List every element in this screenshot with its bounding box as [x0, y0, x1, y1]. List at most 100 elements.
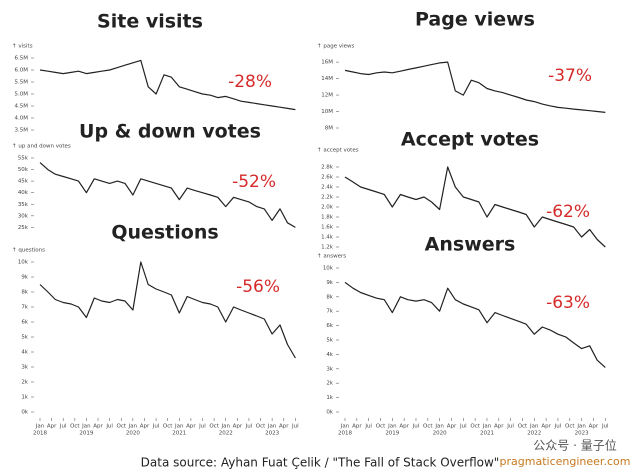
x-tick-label: Jan — [174, 424, 184, 430]
x-tick-label: Oct — [116, 424, 126, 430]
x-tick-label: Jul — [152, 424, 160, 430]
chart-title: Site visits — [97, 11, 203, 33]
x-year-label: 2022 — [219, 431, 233, 437]
x-tick-label: Jul — [291, 424, 299, 430]
y-tick-label: 10k — [323, 266, 334, 272]
x-tick-label: Jul — [412, 424, 420, 430]
x-tick-label: Apr — [494, 424, 504, 430]
y-tick-label: 2.6k — [321, 175, 334, 181]
y-tick-label: 2.8k — [321, 165, 334, 171]
x-tick-label: Jul — [506, 424, 514, 430]
x-tick-label: Jul — [59, 424, 67, 430]
x-tick-label: Jan — [267, 424, 277, 430]
x-tick-label: Oct — [565, 424, 575, 430]
y-tick-label: 40k — [18, 190, 29, 196]
y-tick-label: 5k — [21, 335, 28, 341]
x-year-label: 2021 — [172, 431, 186, 437]
x-tick-label: Apr — [447, 424, 457, 430]
annotation: -37% — [548, 66, 592, 86]
x-tick-label: Apr — [399, 424, 409, 430]
y-tick-label: 5k — [326, 338, 333, 344]
y-tick-label: 8k — [21, 290, 28, 296]
y-tick-label: 9k — [326, 280, 333, 286]
x-tick-label: Oct — [423, 424, 433, 430]
y-tick-label: 5.5M — [15, 80, 29, 86]
y-axis-label: ↑ accept votes — [317, 147, 359, 154]
x-tick-label: Jan — [340, 424, 350, 430]
x-tick-label: Jul — [198, 424, 206, 430]
y-tick-label: 2.2k — [321, 195, 334, 201]
x-tick-label: Jan — [482, 424, 492, 430]
y-tick-label: 7k — [326, 309, 333, 315]
x-tick-label: Jan — [81, 424, 91, 430]
y-tick-label: 2.0k — [321, 205, 334, 211]
x-year-label: 2021 — [480, 431, 494, 437]
annotation: -56% — [236, 277, 280, 297]
y-tick-label: 1.2k — [321, 245, 334, 251]
y-tick-label: 9k — [21, 275, 28, 281]
y-tick-label: 1k — [21, 395, 28, 401]
y-axis-label: ↑ visits — [12, 43, 33, 50]
y-axis-label: ↑ up and down votes — [12, 143, 71, 150]
y-tick-label: 55k — [18, 156, 29, 162]
y-tick-label: 7k — [21, 305, 28, 311]
x-tick-label: Apr — [541, 424, 551, 430]
x-tick-label: Jul — [105, 424, 113, 430]
y-axis-label: ↑ questions — [12, 247, 45, 254]
chart-title: Page views — [415, 9, 535, 31]
y-tick-label: 8M — [325, 126, 333, 132]
chart-title: Up & down votes — [79, 121, 261, 143]
y-tick-label: 8k — [326, 294, 333, 300]
x-year-label: 2020 — [433, 431, 447, 437]
line — [344, 166, 606, 248]
x-year-label: 2023 — [575, 431, 589, 437]
x-tick-label: Jan — [576, 424, 586, 430]
x-tick-label: Oct — [470, 424, 480, 430]
x-tick-label: Apr — [186, 424, 196, 430]
y-tick-label: 10k — [18, 260, 29, 266]
y-axis-label: ↑ page views — [317, 43, 355, 50]
x-tick-label: Jul — [554, 424, 562, 430]
y-tick-label: 6k — [21, 320, 28, 326]
x-tick-label: Apr — [589, 424, 599, 430]
y-tick-label: 4.5M — [15, 104, 29, 110]
x-year-label: 2019 — [79, 431, 93, 437]
x-tick-label: Jul — [245, 424, 253, 430]
watermark-account: 公众号 · 量子位 — [533, 438, 616, 453]
x-tick-label: Oct — [518, 424, 528, 430]
y-tick-label: 6k — [326, 323, 333, 329]
x-year-label: 2018 — [338, 431, 352, 437]
y-tick-label: 12M — [321, 93, 333, 99]
watermark-site: pragmaticengineer.com — [500, 455, 631, 468]
y-tick-label: 1.6k — [321, 225, 334, 231]
y-tick-label: 0k — [326, 410, 333, 416]
annotation: -28% — [228, 72, 272, 92]
y-tick-label: 2.4k — [321, 185, 334, 191]
y-tick-label: 5.0M — [15, 92, 29, 98]
x-tick-label: Jan — [128, 424, 138, 430]
y-tick-label: 3k — [21, 365, 28, 371]
annotation: -62% — [546, 202, 590, 222]
y-tick-label: 30k — [18, 213, 29, 219]
y-tick-label: 6.0M — [15, 68, 29, 74]
x-tick-label: Oct — [163, 424, 173, 430]
y-tick-label: 1.8k — [321, 215, 334, 221]
x-tick-label: Apr — [352, 424, 362, 430]
y-tick-label: 4.0M — [15, 116, 29, 122]
x-tick-label: Jan — [434, 424, 444, 430]
y-tick-label: 2k — [326, 381, 333, 387]
line — [39, 59, 296, 111]
x-tick-label: Apr — [93, 424, 103, 430]
y-tick-label: 3.5M — [15, 128, 29, 134]
x-tick-label: Jul — [459, 424, 467, 430]
y-tick-label: 16M — [321, 60, 333, 66]
x-tick-label: Apr — [47, 424, 57, 430]
y-tick-label: 45k — [18, 179, 29, 185]
line — [344, 61, 606, 113]
y-tick-label: 25k — [18, 225, 29, 231]
y-tick-label: 14M — [321, 76, 333, 82]
x-tick-label: Jul — [601, 424, 609, 430]
chart-title: Questions — [111, 222, 218, 244]
y-tick-label: 50k — [18, 167, 29, 173]
